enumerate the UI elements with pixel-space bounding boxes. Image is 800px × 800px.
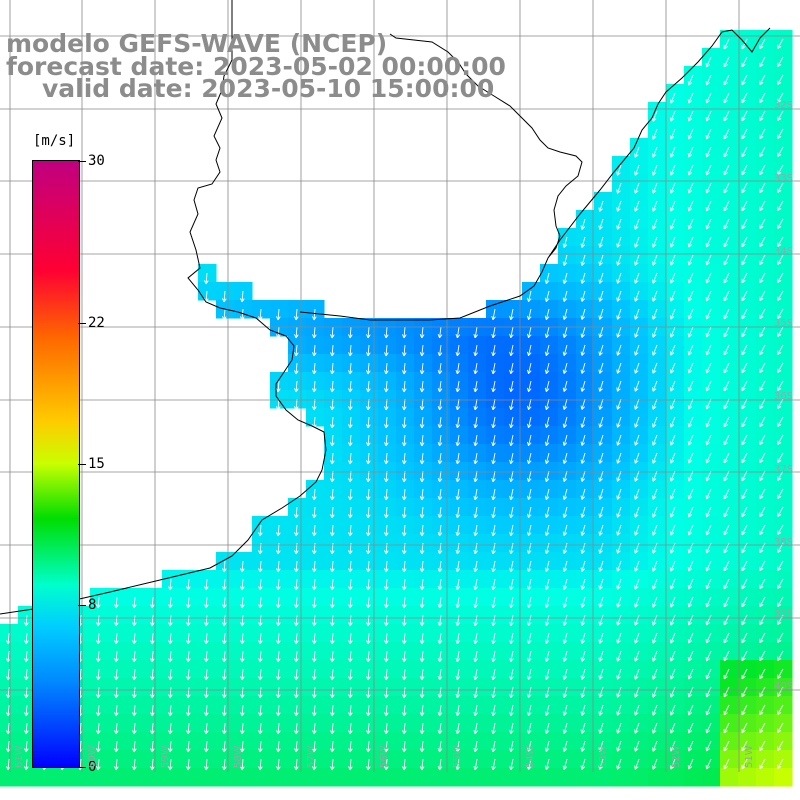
colorbar-tick-label: 8 xyxy=(88,597,97,614)
latitude-label: 33S xyxy=(774,173,794,184)
wind-speed-cell xyxy=(0,768,19,787)
wind-speed-cell xyxy=(720,768,739,787)
wind-speed-cell xyxy=(774,768,793,787)
wind-speed-cell xyxy=(486,768,505,787)
chart-title-valid-date: valid date: 2023-05-10 15:00:00 xyxy=(42,74,495,103)
wind-speed-cell xyxy=(648,768,667,787)
colorbar-tick-label: 22 xyxy=(88,314,105,331)
longitude-label: 55W xyxy=(452,745,463,768)
colorbar-tick-mark xyxy=(78,161,86,162)
wind-speed-cell xyxy=(666,768,685,787)
longitude-label: 51W xyxy=(744,745,755,768)
wind-speed-cell xyxy=(360,768,379,787)
wind-speed-cell xyxy=(756,768,775,787)
latitude-label: 35S xyxy=(774,318,794,329)
wind-speed-cell xyxy=(468,768,487,787)
colorbar xyxy=(32,160,80,768)
wind-speed-cell xyxy=(108,768,127,787)
wind-speed-cell xyxy=(540,768,559,787)
wind-speed-cell xyxy=(144,768,163,787)
wind-speed-cell xyxy=(342,768,361,787)
wind-speed-cell xyxy=(432,768,451,787)
wind-speed-cell xyxy=(594,768,613,787)
wind-speed-cell xyxy=(324,768,343,787)
longitude-label: 53W xyxy=(598,745,609,768)
latitude-label: 40S xyxy=(774,681,794,692)
wind-speed-cell xyxy=(252,768,271,787)
colorbar-tick-label: 15 xyxy=(88,456,105,472)
wind-speed-cell xyxy=(270,768,289,787)
wind-speed-cell xyxy=(180,768,199,787)
wind-speed-cell xyxy=(522,768,541,787)
wind-speed-cell xyxy=(36,768,55,787)
latitude-label: 38S xyxy=(774,537,794,548)
longitude-label: 56W xyxy=(379,745,390,768)
wind-speed-cell xyxy=(702,768,721,787)
wind-speed-cell xyxy=(126,768,145,787)
longitude-label: 57W xyxy=(306,745,317,768)
wind-speed-cell xyxy=(162,768,181,787)
wind-speed-cell xyxy=(18,768,37,787)
colorbar-unit: [m/s] xyxy=(33,133,76,149)
wind-speed-cell xyxy=(378,768,397,787)
wind-speed-cell xyxy=(576,768,595,787)
wind-speed-cell xyxy=(738,768,757,787)
wind-speed-cell xyxy=(234,768,253,787)
wind-speed-cell xyxy=(558,768,577,787)
longitude-label: 61W xyxy=(14,745,25,768)
colorbar-tick-label: 30 xyxy=(88,153,105,169)
longitude-label: 59W xyxy=(160,745,171,768)
wind-speed-cell xyxy=(198,768,217,787)
latitude-label: 34S xyxy=(774,246,794,257)
wind-speed-cell xyxy=(288,768,307,787)
colorbar-tick-mark xyxy=(78,464,86,465)
wind-speed-cell xyxy=(54,768,73,787)
wind-speed-cell xyxy=(450,768,469,787)
wind-speed-cell xyxy=(216,768,235,787)
longitude-label: 58W xyxy=(233,745,244,768)
longitude-label: 60W xyxy=(87,745,98,768)
wind-speed-cell xyxy=(684,768,703,787)
wind-speed-cell xyxy=(612,768,631,787)
longitude-label: 54W xyxy=(525,745,536,768)
wind-speed-cell xyxy=(630,768,649,787)
latitude-label: 39S xyxy=(774,609,794,620)
colorbar-tick-mark xyxy=(78,322,86,324)
longitude-label: 52W xyxy=(671,745,682,768)
wind-speed-cell xyxy=(306,768,325,787)
colorbar-tick-mark xyxy=(78,605,86,607)
latitude-label: 32S xyxy=(774,100,794,111)
latitude-label: 37S xyxy=(774,464,794,475)
wind-speed-cell xyxy=(414,768,433,787)
latitude-label: 36S xyxy=(774,391,794,402)
wind-speed-cell xyxy=(396,768,415,787)
colorbar-tick-mark xyxy=(78,767,86,768)
